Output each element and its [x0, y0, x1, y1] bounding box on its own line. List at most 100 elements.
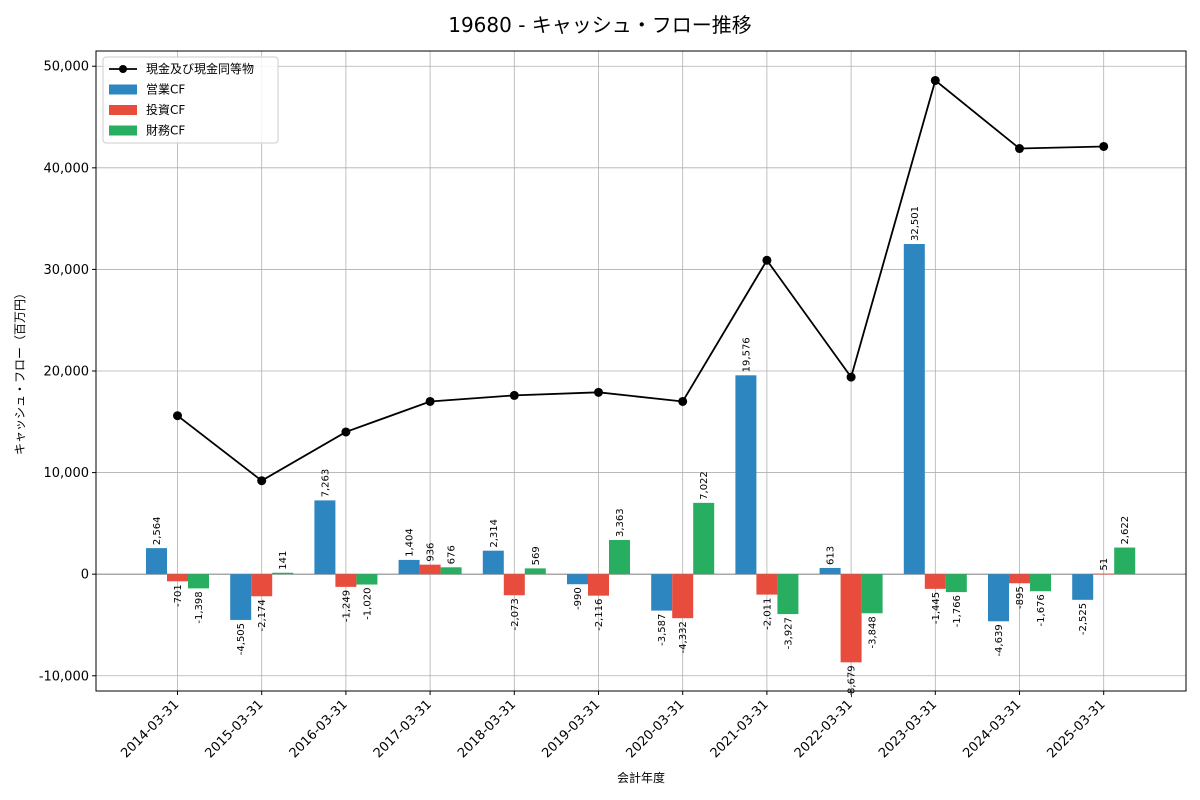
bar-value-label: -8,679: [847, 665, 858, 697]
bar-value-label: 1,404: [405, 528, 416, 557]
legend-swatch: [109, 125, 137, 136]
x-tick-label: 2016-03-31: [287, 697, 351, 761]
line-layer: [173, 75, 1109, 486]
bar-investing-cf: [588, 574, 609, 596]
legend-swatch: [109, 105, 137, 115]
bar-financing-cf: [1114, 547, 1136, 575]
cash-equivalents-point: [1015, 144, 1024, 154]
bar-financing-cf: [609, 540, 630, 575]
legend-label: 投資CF: [146, 102, 185, 117]
legend-label: 営業CF: [146, 83, 185, 97]
bar-value-label: 51: [1099, 558, 1110, 571]
bar-operating-cf: [146, 548, 167, 575]
bar-investing-cf: [503, 574, 525, 596]
x-tick-label: 2019-03-31: [539, 697, 603, 761]
x-tick-label: 2018-03-31: [455, 697, 519, 761]
bar-investing-cf: [1093, 573, 1115, 575]
bar-value-label: -1,676: [1036, 594, 1047, 626]
bar-value-label: -2,116: [594, 599, 605, 631]
cash-equivalents-point: [341, 427, 351, 437]
cash-equivalents-point: [594, 387, 603, 397]
bar-financing-cf: [1030, 574, 1051, 592]
bar-value-label: 7,263: [320, 469, 331, 498]
bar-operating-cf: [819, 567, 841, 575]
cash-equivalents-line: [176, 78, 1104, 482]
bar-operating-cf: [735, 375, 757, 575]
y-tick-label: 40,000: [44, 161, 90, 176]
cash-equivalents-point: [257, 476, 267, 486]
bar-value-label: -4,505: [236, 623, 247, 655]
bar-value-label: 3,363: [615, 508, 626, 537]
bar-operating-cf: [482, 550, 504, 575]
bar-financing-cf: [945, 574, 967, 593]
bar-value-label: 141: [278, 551, 289, 570]
bar-operating-cf: [314, 500, 336, 575]
x-tick-label: 2025-03-31: [1044, 697, 1108, 761]
y-tick-label: 0: [81, 568, 89, 583]
bar-value-label: -2,073: [510, 598, 521, 630]
y-tick-label: 30,000: [44, 263, 90, 278]
bar-operating-cf: [988, 574, 1009, 622]
bar-value-label: 7,022: [699, 471, 710, 500]
bar-investing-cf: [924, 574, 946, 589]
cash-equivalents-point: [930, 75, 940, 85]
cash-equivalents-point: [509, 390, 519, 400]
x-tick-label: 2017-03-31: [371, 697, 435, 761]
bar-operating-cf: [1072, 574, 1094, 600]
y-tick-label: 20,000: [44, 365, 90, 380]
bar-financing-cf: [861, 574, 883, 614]
bar-value-label: 936: [426, 543, 437, 562]
y-axis-label: キャッシュ・フロー（百万円）: [13, 287, 27, 455]
bar-value-label: -895: [1015, 586, 1026, 609]
legend-line-marker: [119, 65, 127, 73]
x-tick-label: 2014-03-31: [118, 697, 182, 761]
cash-equivalents-point: [425, 396, 435, 406]
bar-operating-cf: [230, 574, 252, 620]
bar-financing-cf: [524, 568, 546, 575]
bar-value-label: 2,622: [1120, 516, 1131, 545]
bar-financing-cf: [188, 574, 209, 589]
bar-value-label: -1,445: [931, 592, 942, 624]
bar-operating-cf: [567, 574, 588, 585]
x-tick-label: 2021-03-31: [708, 697, 772, 761]
bar-value-label: 613: [826, 546, 837, 565]
bar-value-label: 2,564: [152, 516, 163, 545]
y-tick-label: 50,000: [44, 60, 90, 75]
x-tick-label: 2020-03-31: [623, 697, 687, 761]
bar-investing-cf: [756, 574, 778, 595]
bar-value-label: -990: [573, 587, 584, 610]
y-tick-label: 10,000: [44, 466, 90, 481]
bar-value-label: -1,020: [362, 588, 373, 620]
legend-label: 財務CF: [146, 123, 185, 138]
bar-value-label: -3,848: [868, 616, 879, 648]
bar-value-label: -2,525: [1078, 603, 1089, 635]
bar-financing-cf: [272, 572, 294, 575]
bar-value-label: -3,927: [783, 617, 794, 649]
bar-investing-cf: [167, 574, 188, 582]
cash-equivalents-point: [678, 396, 688, 406]
legend-box: [102, 56, 279, 144]
x-tick-label: 2015-03-31: [202, 697, 266, 761]
bar-value-label: -1,398: [194, 591, 205, 623]
cash-equivalents-point: [1099, 141, 1109, 151]
bar-value-label: -2,011: [762, 598, 773, 630]
bar-investing-cf: [335, 574, 357, 587]
bar-investing-cf: [251, 574, 273, 597]
bar-value-label: 19,576: [741, 337, 752, 372]
bar-value-label: 569: [531, 546, 542, 565]
x-tick-label: 2023-03-31: [876, 697, 940, 761]
data-labels-layer: 2,564 -4,505 7,263 1,404 2,314 -990 -3,587 19,5…: [152, 206, 1131, 698]
axis-layer: -10,000 0 10,000 20,000 30,000 40,000 50,000 20…: [39, 60, 1109, 762]
bar-value-label: -4,332: [678, 621, 689, 653]
cash-equivalents-point: [173, 411, 182, 421]
x-tick-label: 2024-03-31: [960, 697, 1024, 761]
cash-equivalents-point: [762, 255, 772, 265]
bar-value-label: 32,501: [910, 206, 921, 241]
bar-financing-cf: [777, 574, 799, 615]
legend-swatch: [109, 84, 137, 95]
bar-value-label: -1,249: [341, 590, 352, 622]
bar-investing-cf: [419, 564, 441, 575]
